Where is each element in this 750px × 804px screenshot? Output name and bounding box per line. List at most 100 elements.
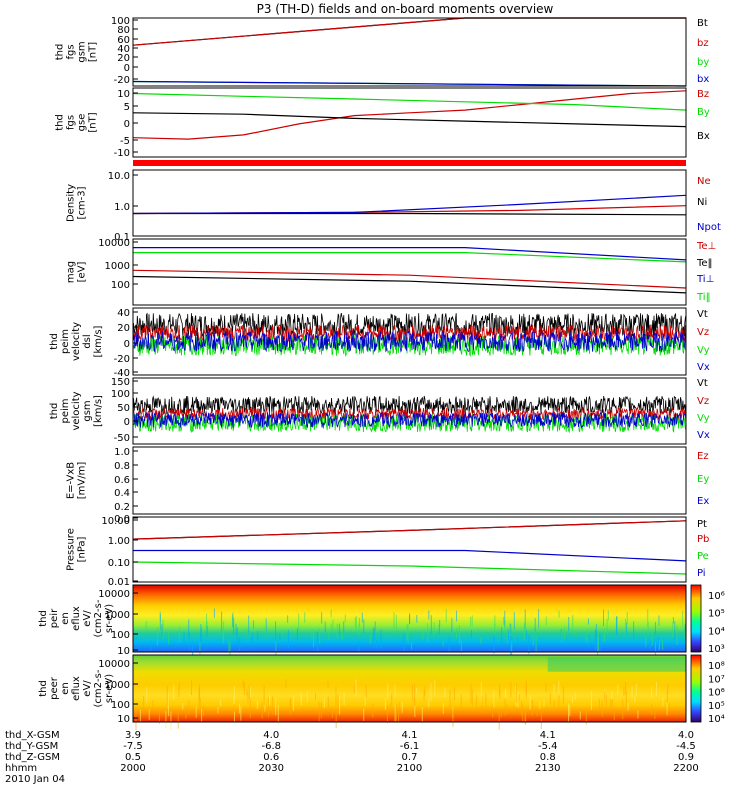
legend-entry-vt: Vt — [697, 378, 708, 389]
y-tick-label: 40 — [117, 44, 130, 55]
legend-entry-pt: Pt — [697, 519, 707, 530]
y-axis-label-line: [nPa] — [77, 536, 88, 562]
panel-frame — [132, 654, 687, 723]
y-tick-label: 100 — [111, 630, 130, 641]
series-pb-line — [132, 520, 687, 540]
y-tick-label: 0 — [124, 119, 130, 130]
y-axis-label: Density [cm-3] — [66, 184, 88, 222]
y-axis-label: thd peer en eflux eV/(cm2-s-sr-eV) — [38, 669, 115, 707]
x-tick-z: 0.8 — [540, 752, 556, 763]
y-axis-label-line: thd — [49, 333, 60, 350]
y-axis-label-line: thd — [49, 403, 60, 420]
y-tick-label: 10000 — [98, 238, 130, 249]
legend-entry-vz: Vz — [697, 327, 709, 338]
x-axis-row-label: hhmm — [5, 763, 37, 774]
y-tick-label: 150 — [111, 377, 130, 388]
y-axis-label-line: thd — [55, 44, 66, 61]
panel-frame — [132, 584, 687, 653]
y-tick-label: 1000 — [105, 261, 130, 272]
x-tick-y: -5.4 — [538, 741, 558, 752]
y-axis-label-line: thd — [38, 610, 49, 627]
series-te‖-line — [132, 275, 687, 294]
panel-frame — [132, 307, 687, 376]
y-axis-label-line: [km/s] — [93, 325, 104, 357]
series-by-line — [132, 92, 687, 111]
x-tick-t: 2000 — [120, 763, 145, 774]
y-axis-label-line: peer — [49, 676, 60, 700]
y-tick-label: 60 — [117, 35, 130, 46]
spectrogram-band — [547, 657, 686, 672]
legend-entry-vz: Vz — [697, 396, 709, 407]
legend-entry-te⊥: Te⊥ — [696, 241, 716, 252]
y-tick-label: 10000 — [98, 589, 130, 600]
y-tick-label: 100 — [111, 700, 130, 711]
colorbar-tick-label: 10⁶ — [708, 591, 725, 602]
y-tick-label: 0 — [124, 417, 130, 428]
colorbar-tick-label: 10⁴ — [708, 714, 725, 725]
panel-frame — [132, 169, 687, 237]
y-axis-label-line: eflux — [71, 606, 82, 631]
colorbar-tick-label: 10³ — [708, 644, 725, 655]
panel-exb_field: 1.0 0.8 0.6 0.4 0.20.0 E=-VxB [mV/m] Ez Ey Ex — [66, 446, 709, 525]
series-bx-line — [132, 112, 687, 128]
legend-entry-vt: Vt — [697, 309, 708, 320]
y-axis-label-line: [cm-3] — [77, 186, 88, 219]
panel-frame — [132, 238, 687, 306]
y-tick-label: 50 — [117, 403, 130, 414]
panel-frame — [132, 87, 687, 158]
y-axis-label: thd fgs gse [nT] — [55, 112, 99, 132]
x-tick-y: -4.5 — [676, 741, 696, 752]
legend-entry-ez: Ez — [697, 451, 709, 462]
y-tick-label: 10.00 — [101, 516, 130, 527]
x-tick-z: 0.9 — [678, 752, 694, 763]
panel-frame — [132, 516, 687, 583]
y-axis-label: E=-VxB [mV/m] — [66, 462, 88, 500]
y-tick-label: 100 — [111, 16, 130, 27]
y-tick-label: -20 — [114, 75, 130, 86]
x-tick-x: 4.0 — [263, 730, 279, 741]
legend-entry-vy: Vy — [697, 413, 710, 424]
y-axis-label-line: en — [60, 682, 71, 695]
y-axis-label-line: dsl — [82, 334, 93, 348]
y-axis-label-line: thd — [38, 680, 49, 697]
y-tick-label: 10000 — [98, 659, 130, 670]
y-tick-label: -40 — [114, 368, 130, 379]
legend-entry-pi: Pi — [697, 568, 706, 579]
x-tick-t: 2030 — [259, 763, 284, 774]
series-bz-line — [132, 17, 686, 46]
x-tick-y: -6.8 — [261, 741, 281, 752]
y-tick-label: -10 — [114, 148, 130, 159]
series-ti‖-line — [133, 252, 687, 263]
series-vz-line — [132, 323, 687, 344]
legend-entry-bx: Bx — [697, 131, 710, 142]
y-axis-label-line: eV/ — [82, 610, 93, 627]
y-tick-label: 80 — [117, 25, 130, 36]
legend-entry-by: By — [697, 107, 710, 118]
y-axis-label: thd peim velocity gsm [km/s] — [49, 391, 104, 430]
y-axis-label: thd fgs gsm [nT] — [55, 41, 99, 62]
y-axis-label-line: [eV] — [77, 262, 88, 283]
series-bx-line — [132, 80, 687, 87]
separator-bar — [133, 160, 686, 166]
series-npot-line — [132, 194, 687, 215]
x-tick-z: 0.5 — [125, 752, 141, 763]
panel-frame — [132, 446, 687, 515]
y-axis-label-line: E=-VxB — [66, 462, 77, 499]
x-axis-row-label: thd_Z-GSM — [5, 752, 60, 763]
y-axis-label-line: velocity — [71, 322, 82, 361]
y-tick-label: 40 — [117, 308, 130, 319]
y-tick-label: 10 — [117, 714, 130, 725]
y-tick-label: 0.1 — [114, 232, 130, 243]
y-tick-label: 0.8 — [114, 461, 130, 472]
x-tick-x: 3.9 — [125, 730, 141, 741]
colorbar-tick-label: 10⁵ — [708, 609, 725, 620]
y-axis-label-line: [nT] — [88, 42, 99, 62]
y-axis-label-line: peim — [60, 398, 71, 423]
y-axis-label-line: mag — [66, 261, 77, 283]
y-tick-label: 0 — [124, 63, 130, 74]
